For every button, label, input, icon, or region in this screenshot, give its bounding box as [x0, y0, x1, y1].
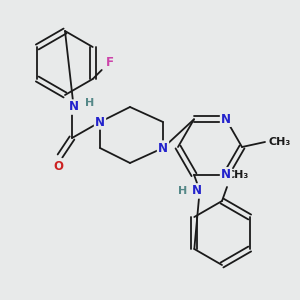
Text: H: H	[85, 98, 94, 108]
Text: N: N	[69, 100, 79, 113]
Text: N: N	[95, 116, 105, 128]
Text: CH₃: CH₃	[227, 170, 249, 180]
Text: F: F	[106, 56, 114, 68]
Text: N: N	[221, 168, 231, 181]
Text: N: N	[192, 184, 202, 197]
Text: N: N	[221, 113, 231, 126]
Text: H: H	[178, 186, 188, 196]
Text: O: O	[53, 160, 63, 172]
Text: CH₃: CH₃	[269, 137, 291, 147]
Text: N: N	[158, 142, 168, 154]
